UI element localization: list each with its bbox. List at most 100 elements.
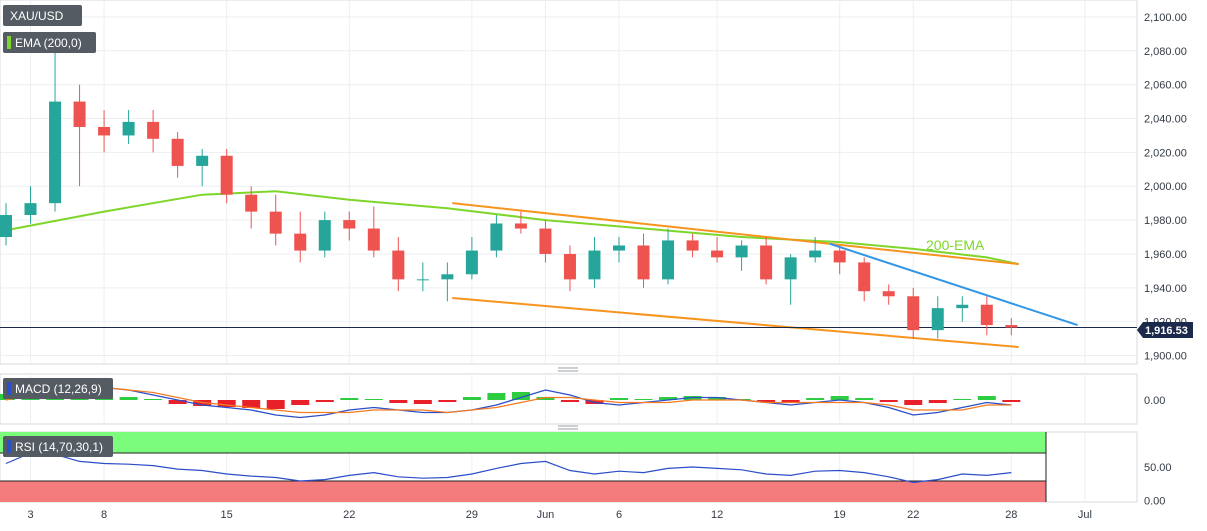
candle-body bbox=[980, 304, 993, 326]
rsi-color-swatch bbox=[7, 440, 11, 453]
macd-hist-bar bbox=[364, 399, 383, 400]
candle-body bbox=[907, 296, 920, 331]
ema-color-swatch bbox=[7, 36, 11, 49]
macd-hist-bar bbox=[659, 397, 678, 400]
candle-body bbox=[122, 121, 135, 136]
current-price-tag: 1,916.53 bbox=[1137, 322, 1193, 338]
candle-body bbox=[514, 223, 527, 229]
x-tick-label: Jun bbox=[537, 509, 555, 521]
macd-hist-bar bbox=[413, 400, 432, 404]
macd-hist-bar bbox=[144, 399, 163, 400]
candle-body bbox=[24, 203, 37, 216]
candle-body bbox=[0, 215, 12, 238]
candle-body bbox=[588, 250, 601, 280]
macd-hist-bar bbox=[708, 397, 727, 400]
macd-panel bbox=[0, 373, 1138, 425]
candle-body bbox=[637, 245, 650, 280]
candle-body bbox=[711, 250, 724, 258]
candle-body bbox=[613, 245, 625, 251]
candle-body bbox=[490, 223, 503, 251]
macd-badge[interactable]: MACD (12,26,9) bbox=[3, 378, 113, 399]
macd-hist-bar bbox=[634, 399, 653, 400]
candle-body bbox=[784, 257, 797, 280]
macd-resize-handle[interactable] bbox=[558, 367, 578, 372]
candle-body bbox=[931, 308, 944, 331]
candle-body bbox=[245, 194, 258, 212]
macd-hist-bar bbox=[1002, 400, 1021, 402]
macd-hist-bar bbox=[511, 392, 530, 400]
macd-hist-bar bbox=[266, 400, 285, 409]
candle-body bbox=[73, 101, 86, 127]
y-tick-label: 1,960.00 bbox=[1144, 249, 1187, 261]
rsi-resize-handle[interactable] bbox=[558, 425, 578, 430]
symbol-badge[interactable]: XAU/USD bbox=[3, 5, 82, 26]
ema-badge[interactable]: EMA (200,0) bbox=[3, 32, 96, 53]
x-tick-label: 19 bbox=[834, 509, 846, 521]
macd-hist-bar bbox=[560, 400, 579, 402]
x-tick-label: 8 bbox=[101, 509, 107, 521]
rsi-line bbox=[5, 452, 1012, 484]
candle-body bbox=[416, 279, 429, 281]
y-tick-label: 2,060.00 bbox=[1144, 80, 1187, 92]
macd-hist-bar bbox=[879, 400, 898, 402]
macd-hist-bar bbox=[315, 400, 334, 402]
x-tick-label: 28 bbox=[1005, 509, 1017, 521]
candle-body bbox=[465, 250, 478, 275]
candle-body bbox=[760, 245, 773, 280]
macd-hist-bar bbox=[340, 398, 359, 400]
candle-body bbox=[1005, 325, 1018, 328]
macd-hist-bar bbox=[119, 397, 138, 400]
candle-body bbox=[294, 233, 307, 251]
candle-body bbox=[98, 126, 111, 136]
macd-label: MACD (12,26,9) bbox=[15, 382, 102, 396]
y-tick-label: 1,940.00 bbox=[1144, 283, 1187, 295]
macd-hist-bar bbox=[928, 400, 947, 403]
rsi-oversold-zone bbox=[0, 481, 1046, 502]
candle-body bbox=[147, 121, 160, 139]
rsi-y-tick-label: 0.00 bbox=[1144, 496, 1165, 508]
macd-hist-bar bbox=[536, 397, 555, 400]
macd-hist-bar bbox=[610, 398, 628, 400]
ema-label: EMA (200,0) bbox=[15, 36, 82, 50]
rsi-y-tick-label: 50.00 bbox=[1144, 462, 1172, 474]
candle-body bbox=[563, 253, 576, 280]
macd-hist-bar bbox=[904, 400, 923, 405]
macd-color-swatch bbox=[7, 382, 11, 395]
candle-body bbox=[269, 211, 282, 234]
candle-body bbox=[318, 220, 331, 251]
macd-hist-bar bbox=[217, 400, 236, 407]
y-tick-label: 2,080.00 bbox=[1144, 46, 1187, 58]
macd-hist-bar bbox=[291, 400, 310, 405]
macd-hist-bar bbox=[953, 399, 972, 400]
macd-hist-bar bbox=[781, 400, 800, 403]
macd-hist-bar bbox=[487, 393, 506, 400]
x-tick-label: 22 bbox=[907, 509, 919, 521]
macd-signal-line bbox=[5, 386, 1012, 414]
candle-body bbox=[662, 240, 675, 280]
candle-body bbox=[956, 304, 969, 309]
x-tick-label: 15 bbox=[221, 509, 233, 521]
macd-y-tick-label: 0.00 bbox=[1144, 395, 1165, 407]
ema-annotation: 200-EMA bbox=[926, 237, 985, 253]
symbol-label: XAU/USD bbox=[10, 9, 64, 23]
x-tick-label: 29 bbox=[466, 509, 478, 521]
macd-hist-bar bbox=[438, 400, 457, 402]
y-tick-label: 1,980.00 bbox=[1144, 215, 1187, 227]
macd-hist-bar bbox=[462, 397, 481, 400]
macd-line bbox=[5, 381, 1012, 419]
rsi-zones bbox=[0, 432, 1047, 502]
price-layer bbox=[0, 47, 1137, 349]
channel-lower-line bbox=[452, 296, 1019, 349]
x-tick-label: Jul bbox=[1078, 509, 1092, 521]
price-panel bbox=[0, 0, 1138, 365]
x-tick-label: 6 bbox=[616, 509, 622, 521]
candle-body bbox=[392, 250, 405, 280]
candle-body bbox=[343, 220, 356, 229]
rsi-label: RSI (14,70,30,1) bbox=[15, 440, 103, 454]
candle-body bbox=[171, 138, 184, 166]
rsi-badge[interactable]: RSI (14,70,30,1) bbox=[3, 436, 113, 457]
y-tick-label: 2,020.00 bbox=[1144, 147, 1187, 159]
candle-body bbox=[441, 274, 454, 280]
macd-hist-bar bbox=[242, 400, 261, 408]
